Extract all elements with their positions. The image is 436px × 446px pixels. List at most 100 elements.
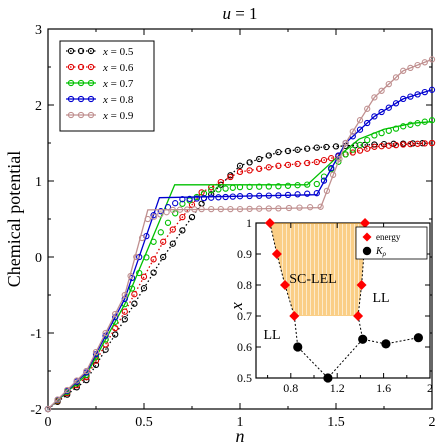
series-point xyxy=(356,126,364,133)
series-point xyxy=(323,143,330,151)
energy-point xyxy=(264,218,275,228)
series-point xyxy=(265,183,272,190)
series-point xyxy=(332,143,340,150)
series-point xyxy=(83,367,90,375)
inset-legend-kp-label: Kρ xyxy=(375,246,387,258)
series-point xyxy=(317,203,324,210)
series-point xyxy=(256,205,263,212)
series-point xyxy=(157,211,164,218)
kp-point xyxy=(381,339,391,349)
series-point xyxy=(246,205,253,213)
main-axis-ticks: 0 0.5 1 1.5 2 -2 -1 0 1 2 3 xyxy=(30,23,435,430)
series-point xyxy=(208,205,215,213)
series-point xyxy=(200,194,208,202)
legend-marker xyxy=(87,111,95,119)
region-label-ll-left: LL xyxy=(263,328,280,343)
legend-marker xyxy=(77,47,85,55)
series-point xyxy=(133,253,140,261)
series-point xyxy=(294,160,301,168)
series-point xyxy=(112,331,119,338)
energy-point xyxy=(289,311,300,321)
series-point xyxy=(265,192,272,199)
series-point xyxy=(378,108,385,116)
series-point xyxy=(304,181,311,188)
series-point xyxy=(236,183,244,191)
series-point xyxy=(371,113,378,120)
series-point xyxy=(371,143,378,150)
series-point xyxy=(336,155,343,163)
series-point xyxy=(179,227,186,234)
x-tick-label: 1.5 xyxy=(327,415,345,430)
series-point xyxy=(428,139,436,147)
series-point xyxy=(275,205,282,212)
series-point xyxy=(121,316,128,323)
series-point xyxy=(112,324,119,332)
series-point xyxy=(349,146,356,153)
series-point xyxy=(143,254,150,261)
series-point xyxy=(172,200,179,207)
series-point xyxy=(236,193,244,200)
series-point xyxy=(284,147,292,155)
main-legend: x = 0.5 x = 0.6 x = 0.7 x = 0.8 x = 0.9 xyxy=(59,40,155,132)
legend-entry: x = 0.5 xyxy=(66,46,134,58)
series-point xyxy=(160,238,167,245)
series-point xyxy=(364,119,371,127)
legend-label: x = 0.9 xyxy=(102,110,134,122)
series-point xyxy=(428,86,436,93)
series-point xyxy=(296,204,303,211)
series-point xyxy=(169,226,176,233)
legend-marker xyxy=(77,95,85,103)
x-tick-label: 0.5 xyxy=(135,415,153,430)
series-point xyxy=(236,168,244,176)
series-point xyxy=(328,155,335,162)
series-point xyxy=(284,191,292,199)
inset-y-tick-label: 0.5 xyxy=(237,371,252,385)
series-point xyxy=(121,308,128,315)
series-point xyxy=(179,213,186,221)
legend-label: x = 0.8 xyxy=(102,94,134,106)
series-point xyxy=(371,132,378,139)
series-point xyxy=(157,229,164,236)
series-point xyxy=(136,253,143,261)
series-point xyxy=(179,200,186,207)
series-point xyxy=(392,141,400,149)
legend-marker xyxy=(87,95,95,103)
series-point xyxy=(356,141,364,149)
inset-y-tick-label: 0.8 xyxy=(237,278,252,292)
series-point xyxy=(421,140,428,147)
series-point xyxy=(246,183,253,191)
inset-x-tick-label: 1.6 xyxy=(376,381,391,395)
legend-entry: x = 0.6 xyxy=(66,62,134,74)
legend-marker xyxy=(67,111,75,119)
series-point xyxy=(285,204,293,212)
series-point xyxy=(144,215,151,223)
series-point xyxy=(378,129,385,137)
series-point xyxy=(246,167,253,174)
y-tick-label: -2 xyxy=(30,403,42,418)
series-point xyxy=(304,145,311,152)
series-point xyxy=(169,240,176,247)
y-tick-label: 3 xyxy=(35,23,42,38)
series-point xyxy=(193,195,200,202)
series-point xyxy=(131,291,138,298)
series-point xyxy=(127,272,134,280)
series-point xyxy=(92,348,100,356)
kp-point xyxy=(323,373,333,383)
series-point xyxy=(414,91,421,98)
inset-chart: 0.8 1.2 1.6 20.50.60.70.80.91 SC-LEL LL LL … xyxy=(227,216,433,395)
inset-x-tick-label: 1.2 xyxy=(330,381,345,395)
series-point xyxy=(265,205,272,212)
series-point xyxy=(342,151,349,158)
series-point xyxy=(407,93,414,100)
series-point xyxy=(256,155,263,163)
series-point xyxy=(179,196,186,203)
x-axis-label: n xyxy=(236,426,245,446)
legend-marker xyxy=(67,47,75,55)
series-point xyxy=(342,139,349,147)
energy-point xyxy=(356,280,367,290)
inset-legend-energy-label: energy xyxy=(376,232,401,242)
series-point xyxy=(428,56,436,63)
series-point xyxy=(414,61,421,69)
series-point xyxy=(208,194,215,201)
